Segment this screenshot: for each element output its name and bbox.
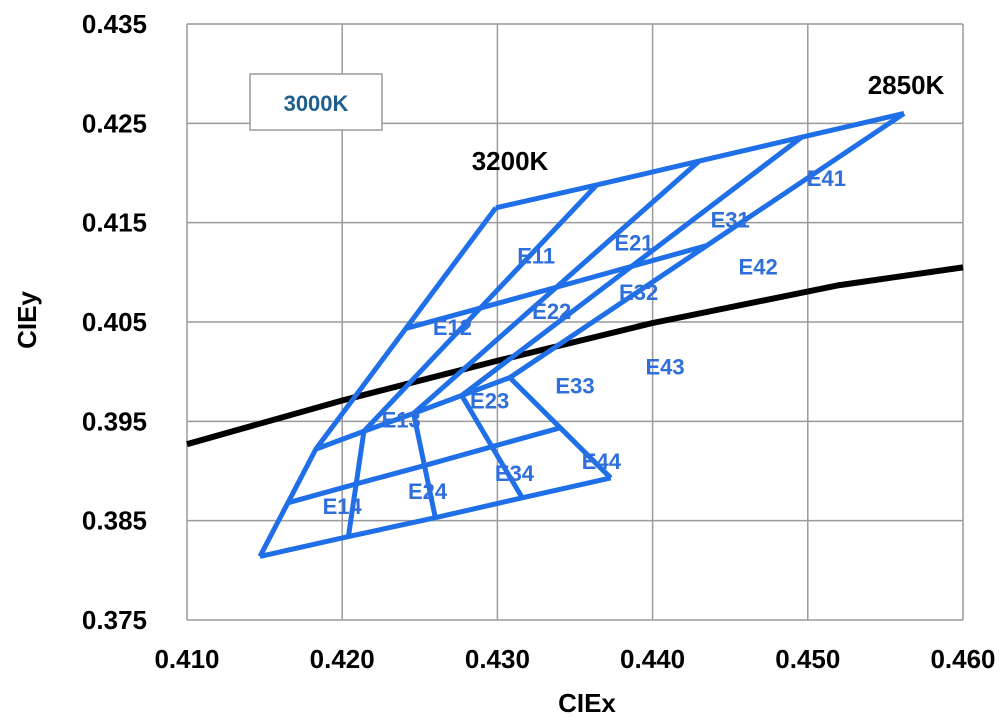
bin-label-e14: E14 bbox=[323, 494, 363, 519]
annotation-3200k: 3200K bbox=[472, 146, 549, 176]
bin-label-e23: E23 bbox=[470, 388, 509, 413]
x-tick-label: 0.440 bbox=[620, 644, 685, 674]
y-tick-label: 0.395 bbox=[82, 406, 147, 436]
x-axis-title: CIEx bbox=[558, 688, 616, 718]
bin-label-e41: E41 bbox=[807, 166, 846, 191]
bin-label-e33: E33 bbox=[555, 374, 594, 399]
legend-label: 3000K bbox=[284, 91, 349, 116]
bin-boundary-line bbox=[257, 206, 498, 558]
y-tick-label: 0.425 bbox=[82, 108, 147, 138]
y-tick-label: 0.415 bbox=[82, 208, 147, 238]
bin-boundary-line bbox=[495, 110, 905, 211]
x-tick-label: 0.460 bbox=[930, 644, 995, 674]
x-tick-label: 0.410 bbox=[154, 644, 219, 674]
bin-boundary-line bbox=[507, 111, 906, 480]
tick-labels: 0.410 0.420 0.430 0.440 0.450 0.460 0.435 0.425… bbox=[82, 9, 996, 674]
x-tick-label: 0.420 bbox=[310, 644, 375, 674]
x-tick-label: 0.450 bbox=[775, 644, 840, 674]
y-axis-title: CIEy bbox=[12, 291, 42, 349]
bin-boundary-line bbox=[345, 183, 599, 537]
bin-labels-layer: E11 E12 E13 E14 E21 E22 E23 E24 E31 E32 E33 E34 E41 E… bbox=[323, 166, 846, 519]
blackbody-locus-line bbox=[186, 264, 964, 448]
bin-grid-layer bbox=[257, 110, 906, 559]
x-tick-label: 0.430 bbox=[465, 644, 530, 674]
y-tick-label: 0.375 bbox=[82, 605, 147, 635]
bin-label-e22: E22 bbox=[532, 299, 571, 324]
bin-label-e31: E31 bbox=[711, 208, 750, 233]
y-tick-label: 0.405 bbox=[82, 307, 147, 337]
y-tick-label: 0.385 bbox=[82, 506, 147, 536]
bin-label-e13: E13 bbox=[382, 407, 421, 432]
bin-label-e11: E11 bbox=[517, 243, 555, 268]
y-tick-label: 0.435 bbox=[82, 9, 147, 39]
bin-label-e21: E21 bbox=[614, 231, 653, 256]
bin-label-e12: E12 bbox=[433, 315, 472, 340]
annotation-2850k: 2850K bbox=[868, 70, 945, 100]
bin-label-e32: E32 bbox=[619, 280, 658, 305]
bin-label-e42: E42 bbox=[739, 254, 778, 279]
bin-label-e24: E24 bbox=[408, 479, 448, 504]
bin-label-e34: E34 bbox=[495, 461, 535, 486]
bin-boundary-line bbox=[459, 135, 804, 500]
blackbody-locus-layer bbox=[186, 264, 964, 448]
bin-label-e43: E43 bbox=[645, 355, 684, 380]
bin-label-e44: E44 bbox=[582, 449, 622, 474]
bin-boundary-line bbox=[411, 159, 701, 519]
legend: 3000K bbox=[249, 73, 383, 131]
legend-box bbox=[249, 73, 383, 131]
